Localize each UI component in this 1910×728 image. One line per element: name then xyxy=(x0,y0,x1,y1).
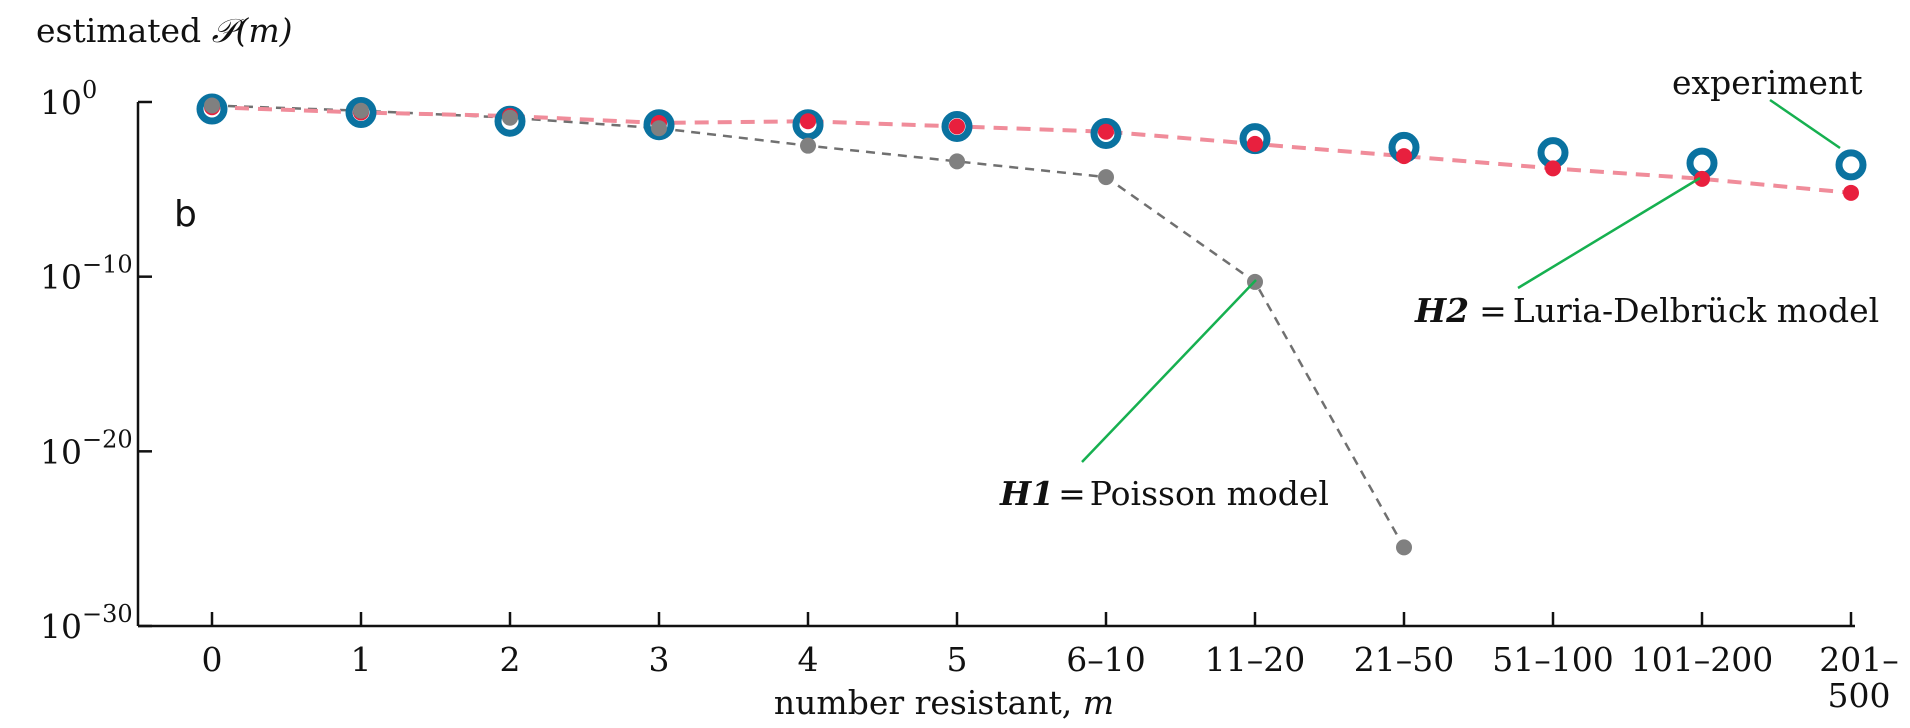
h2-point xyxy=(1098,123,1114,140)
x-tick-label: 6–10 xyxy=(1066,640,1146,679)
x-tick-label: 21–50 xyxy=(1354,640,1454,679)
x-tick-label: 3 xyxy=(649,640,670,679)
panel-label: b xyxy=(174,194,197,235)
y-axis-label-math: 𝒫(m) xyxy=(212,11,293,50)
y-tick-label: 10−30 xyxy=(40,600,133,646)
y-tick-label: 10−10 xyxy=(40,251,133,297)
y-tick-exponent: −10 xyxy=(82,251,133,279)
h1-point xyxy=(949,153,965,170)
x-tick-label: 51–100 xyxy=(1492,640,1613,679)
experiment-point xyxy=(1090,117,1122,149)
h2-annotation-equals: = xyxy=(1479,291,1507,330)
x-tick-label: 500 xyxy=(1828,676,1891,715)
h1-point xyxy=(353,102,369,119)
experiment-point xyxy=(792,109,824,141)
x-tick-label: 201– xyxy=(1819,640,1899,679)
h2-point xyxy=(1843,184,1859,201)
h1-point xyxy=(1396,539,1412,556)
x-tick-label: 2 xyxy=(500,640,521,679)
h2-annotation-name: H2 xyxy=(1414,291,1469,330)
experiment-point xyxy=(196,93,228,125)
experiment-point xyxy=(643,109,675,141)
x-axis-label-prefix: number resistant, xyxy=(774,683,1083,722)
experiment-annotation: experiment xyxy=(1672,63,1862,102)
h1-point xyxy=(502,109,518,126)
h2-leader-line xyxy=(1517,176,1701,290)
x-tick-label: 4 xyxy=(798,640,819,679)
h2-point xyxy=(1694,170,1710,187)
experiment-point xyxy=(1835,149,1867,181)
y-axis-label: estimated 𝒫(m) xyxy=(36,11,293,50)
h1-annotation-equals: = xyxy=(1058,474,1086,513)
h1-point xyxy=(651,120,667,137)
h1-leader-line xyxy=(1081,279,1257,463)
x-tick-label: 11–20 xyxy=(1205,640,1305,679)
y-tick-exponent: 0 xyxy=(82,76,97,104)
experiment-point xyxy=(941,110,973,142)
h2-point xyxy=(1247,135,1263,152)
h2-point xyxy=(1396,148,1412,165)
h1-point xyxy=(1098,169,1114,186)
y-tick-base: 10 xyxy=(40,83,82,122)
h2-point xyxy=(949,118,965,135)
h1-point xyxy=(800,137,816,154)
x-tick-label: 5 xyxy=(947,640,968,679)
y-tick-base: 10 xyxy=(40,258,82,297)
h1-point xyxy=(204,97,220,114)
x-tick-label: 1 xyxy=(351,640,372,679)
experiment-leader-line xyxy=(1769,98,1841,150)
h1-annotation: H1 = Poisson model xyxy=(999,474,1329,513)
h1-annotation-name: H1 xyxy=(999,474,1054,513)
h2-annotation: H2 = Luria-Delbrück model xyxy=(1414,291,1879,330)
x-tick-label: 0 xyxy=(202,640,223,679)
y-tick-label: 100 xyxy=(40,76,97,122)
series-markers xyxy=(196,93,1867,556)
h2-point xyxy=(800,113,816,130)
y-tick-base: 10 xyxy=(40,607,82,646)
y-tick-exponent: −20 xyxy=(82,425,133,453)
y-axis-label-prefix: estimated xyxy=(36,11,212,50)
h2-series-line xyxy=(211,105,1852,195)
h2-point xyxy=(1545,160,1561,177)
y-tick-exponent: −30 xyxy=(82,600,133,628)
x-tick-label: 101–200 xyxy=(1631,640,1773,679)
x-axis-label-var: m xyxy=(1083,683,1114,722)
x-axis-label: number resistant, m xyxy=(774,683,1114,722)
experiment-point xyxy=(345,96,377,128)
x-ticks: 0 1 2 3 4 5 6–10 11–20 21–50 51–100 101–200 201–500 xyxy=(202,612,1899,715)
y-tick-label: 10−20 xyxy=(40,425,133,471)
y-tick-base: 10 xyxy=(40,432,82,471)
h2-annotation-model: Luria-Delbrück model xyxy=(1513,291,1879,330)
h1-annotation-model: Poisson model xyxy=(1090,474,1329,513)
